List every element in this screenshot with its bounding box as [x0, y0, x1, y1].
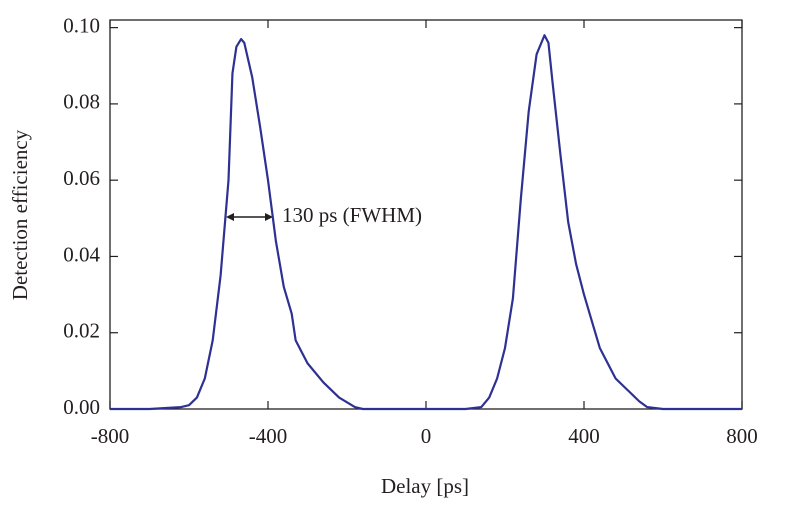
x-tick-label: 800 [726, 424, 758, 448]
y-axis-label: Detection efficiency [8, 129, 32, 300]
x-tick-label: 400 [568, 424, 600, 448]
plot-frame [109, 19, 743, 410]
data-line [110, 34, 742, 411]
x-axis-label: Delay [ps] [381, 474, 469, 498]
x-tick-label: -800 [91, 424, 130, 448]
y-tick-label: 0.06 [63, 166, 100, 190]
annotation: 130 ps (FWHM) [282, 203, 422, 227]
y-tick-label: 0.02 [63, 319, 100, 343]
y-tick-label: 0.00 [63, 395, 100, 419]
x-tick-label: 0 [421, 424, 432, 448]
y-tick-label: 0.08 [63, 90, 100, 114]
fwhm-arrow [226, 213, 273, 221]
x-tick-label: -400 [249, 424, 288, 448]
y-tick-label: 0.10 [63, 13, 100, 37]
y-tick-label: 0.04 [63, 242, 100, 266]
